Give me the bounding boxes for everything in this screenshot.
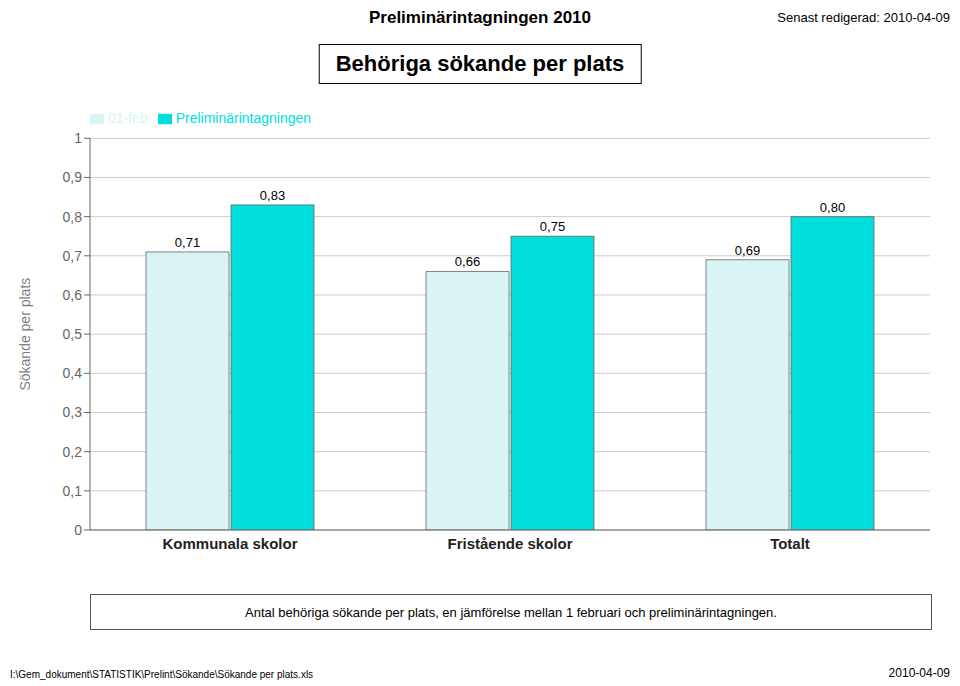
svg-text:0,66: 0,66 xyxy=(455,254,480,269)
html-text:Antal behöriga sökande per pla: Antal behöriga sökande per plats, en jäm… xyxy=(245,604,777,620)
svg-text:0,6: 0,6 xyxy=(63,287,83,303)
svg-text:Fristående skolor: Fristående skolor xyxy=(447,535,572,552)
html-text:2010-04-09: 2010-04-09 xyxy=(888,666,950,680)
svg-text:Totalt: Totalt xyxy=(770,535,810,552)
html-text:Senast redigerad: 2010-04-09: Senast redigerad: 2010-04-09 xyxy=(777,10,950,25)
svg-text:0,83: 0,83 xyxy=(260,188,285,203)
svg-text:0,1: 0,1 xyxy=(63,483,83,499)
svg-text:0,69: 0,69 xyxy=(735,243,760,258)
svg-text:0,7: 0,7 xyxy=(63,248,83,264)
svg-text:Sökande per plats: Sökande per plats xyxy=(17,278,33,391)
svg-text:0,80: 0,80 xyxy=(820,200,845,215)
svg-text:0,75: 0,75 xyxy=(540,219,565,234)
svg-text:Kommunala skolor: Kommunala skolor xyxy=(162,535,297,552)
svg-text:0,8: 0,8 xyxy=(63,209,83,225)
svg-text:0,4: 0,4 xyxy=(63,365,83,381)
html-text:Behöriga sökande per plats: Behöriga sökande per plats xyxy=(335,51,625,76)
svg-text:0,5: 0,5 xyxy=(63,326,83,342)
html-text:Preliminärintagningen: Preliminärintagningen xyxy=(175,110,312,126)
html-text:Preliminärintagningen 2010: Preliminärintagningen 2010 xyxy=(369,8,591,27)
svg-text:0,71: 0,71 xyxy=(175,235,200,250)
html-text:I:\Gem_dokument\STATISTIK\Prel: I:\Gem_dokument\STATISTIK\Prelint\Sökand… xyxy=(10,669,314,680)
svg-text:0: 0 xyxy=(74,522,82,538)
svg-text:0,2: 0,2 xyxy=(63,444,83,460)
svg-text:0,9: 0,9 xyxy=(63,169,83,185)
html-text:01-feb: 01-feb xyxy=(108,110,148,126)
svg-text:0,3: 0,3 xyxy=(63,404,83,420)
svg-text:1: 1 xyxy=(74,130,82,146)
